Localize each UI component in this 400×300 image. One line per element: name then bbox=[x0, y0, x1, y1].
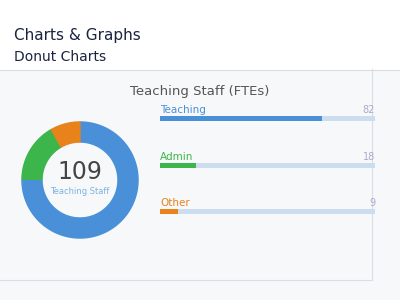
Text: Donut Charts: Donut Charts bbox=[14, 50, 106, 64]
Text: 9: 9 bbox=[369, 198, 375, 208]
Polygon shape bbox=[22, 130, 61, 179]
Bar bbox=[0, 70, 400, 300]
Text: Charts & Graphs: Charts & Graphs bbox=[14, 28, 141, 43]
Bar bbox=[160, 116, 322, 121]
Bar bbox=[160, 163, 196, 167]
Text: 82: 82 bbox=[363, 105, 375, 115]
Text: Teaching Staff: Teaching Staff bbox=[50, 188, 110, 196]
Text: Teaching Staff (FTEs): Teaching Staff (FTEs) bbox=[130, 85, 270, 98]
Text: 18: 18 bbox=[363, 152, 375, 162]
Bar bbox=[160, 116, 375, 121]
Text: Other: Other bbox=[160, 198, 190, 208]
Bar bbox=[160, 163, 375, 167]
Polygon shape bbox=[22, 122, 138, 238]
Text: 109: 109 bbox=[58, 160, 102, 184]
Bar bbox=[160, 208, 178, 214]
Polygon shape bbox=[22, 122, 138, 238]
Text: Admin: Admin bbox=[160, 152, 193, 162]
Text: Teaching: Teaching bbox=[160, 105, 206, 115]
Polygon shape bbox=[51, 122, 80, 147]
Bar bbox=[160, 208, 375, 214]
